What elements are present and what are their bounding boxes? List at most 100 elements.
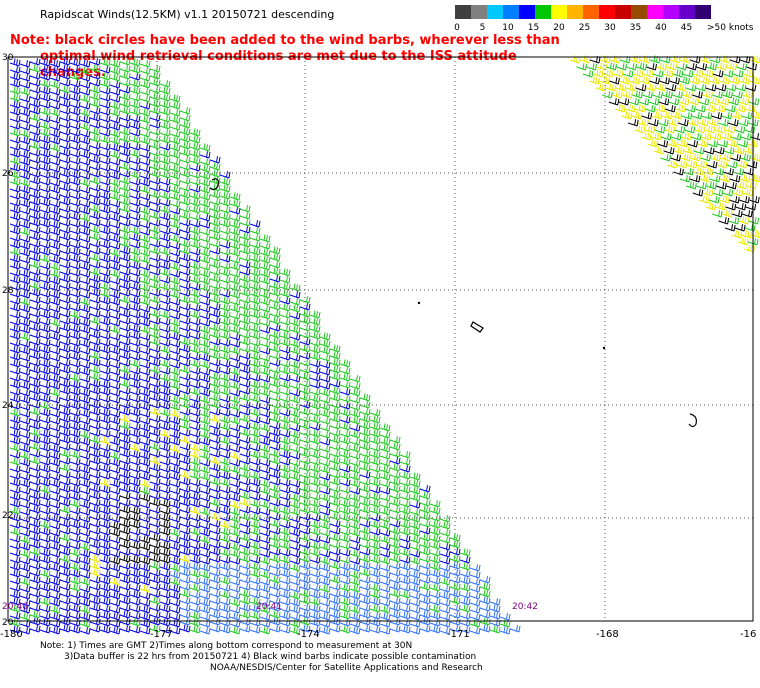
- wind-barb: [289, 395, 301, 404]
- wind-barb: [79, 402, 91, 411]
- wind-barb: [49, 255, 61, 264]
- wind-barb: [89, 540, 101, 549]
- wind-barb: [219, 576, 231, 585]
- wind-barb: [724, 224, 736, 232]
- wind-barb: [479, 596, 491, 605]
- wind-barb: [269, 261, 281, 269]
- wind-barb: [79, 494, 91, 502]
- wind-barb: [179, 205, 191, 213]
- wind-barb: [89, 64, 101, 73]
- wind-barb: [239, 309, 251, 318]
- wind-barb: [693, 147, 705, 155]
- wind-barb: [119, 505, 131, 514]
- wind-barb: [39, 198, 51, 207]
- wind-barb: [69, 591, 81, 599]
- wind-barb: [159, 212, 171, 221]
- wind-barb: [199, 214, 211, 222]
- wind-barb: [319, 452, 331, 460]
- wind-barb: [169, 283, 181, 292]
- wind-barb: [19, 129, 31, 138]
- wind-barb: [309, 401, 321, 410]
- wind-barb: [677, 119, 689, 127]
- wind-barb: [19, 60, 31, 68]
- wind-barb: [659, 77, 670, 85]
- wind-barb: [249, 324, 261, 333]
- wind-barb: [269, 366, 281, 374]
- wind-barb: [109, 290, 121, 299]
- wind-barb: [219, 562, 231, 571]
- wind-barb: [39, 605, 51, 613]
- wind-barb: [49, 88, 61, 96]
- wind-barb: [109, 416, 121, 425]
- wind-barb: [39, 310, 51, 319]
- wind-barb: [19, 164, 31, 173]
- wind-barb: [169, 556, 181, 565]
- wind-barb: [129, 178, 141, 186]
- wind-barb: [269, 359, 281, 367]
- wind-barb: [199, 360, 211, 369]
- wind-barb: [199, 522, 211, 530]
- wind-barb: [632, 69, 644, 78]
- wind-barb: [399, 493, 411, 501]
- wind-barb: [319, 473, 331, 481]
- wind-barb: [69, 122, 81, 130]
- wind-barb: [189, 289, 201, 298]
- wind-barb: [249, 303, 261, 312]
- wind-barb: [129, 402, 141, 410]
- wind-barb: [69, 415, 81, 424]
- wind-barb: [109, 584, 121, 593]
- wind-barb: [379, 550, 391, 558]
- wind-barb: [169, 528, 181, 537]
- wind-barb: [19, 276, 31, 285]
- wind-barb: [389, 520, 401, 528]
- wind-barb: [369, 415, 381, 424]
- wind-barb: [189, 521, 201, 529]
- wind-barb: [359, 393, 371, 402]
- wind-barb: [69, 450, 81, 459]
- wind-barb: [319, 501, 331, 509]
- wind-barb: [229, 480, 241, 488]
- wind-barb: [99, 499, 111, 508]
- wind-barb: [29, 163, 41, 171]
- wind-barb: [299, 393, 311, 402]
- wind-barb: [239, 212, 251, 220]
- wind-barb: [79, 227, 91, 236]
- wind-barb: [249, 261, 261, 270]
- wind-barb: [79, 304, 91, 313]
- wind-barb: [79, 452, 91, 460]
- wind-barb: [129, 506, 141, 515]
- colorbar-swatch: [519, 5, 535, 19]
- wind-barb: [109, 333, 121, 341]
- wind-barb: [139, 102, 151, 110]
- wind-barb: [189, 535, 201, 543]
- wind-barb: [679, 55, 691, 64]
- wind-barb: [69, 548, 81, 557]
- wind-barb: [309, 514, 321, 522]
- wind-barb: [219, 317, 231, 326]
- wind-barb: [712, 70, 724, 78]
- wind-barb: [9, 128, 21, 137]
- wind-barb: [9, 492, 21, 501]
- wind-barb: [79, 136, 91, 145]
- wind-barb: [39, 115, 51, 123]
- wind-barb: [29, 246, 41, 255]
- wind-barb: [319, 542, 331, 551]
- wind-barb: [259, 262, 271, 271]
- wind-barb: [19, 417, 31, 425]
- wind-barb: [329, 506, 341, 514]
- wind-barb: [728, 97, 740, 106]
- wind-barb: [249, 268, 261, 277]
- wind-barb: [449, 625, 461, 633]
- wind-barb: [19, 592, 31, 600]
- wind-barb: [309, 450, 321, 459]
- wind-barb: [259, 248, 271, 257]
- wind-barb: [89, 149, 101, 157]
- wind-barb: [229, 626, 241, 635]
- wind-barb: [409, 592, 421, 600]
- wind-barb: [299, 624, 311, 633]
- wind-barb: [339, 556, 351, 564]
- wind-barb: [439, 564, 451, 572]
- wind-barb: [724, 125, 736, 134]
- wind-barb: [349, 444, 361, 453]
- wind-barb: [379, 592, 391, 600]
